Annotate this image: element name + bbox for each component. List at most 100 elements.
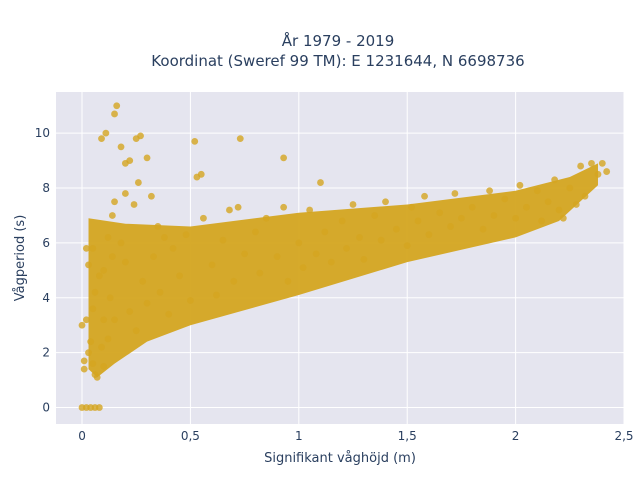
data-point: [111, 110, 118, 118]
data-point: [150, 253, 157, 261]
data-point: [89, 305, 97, 313]
data-point: [111, 316, 118, 324]
data-point: [566, 184, 574, 192]
data-point: [137, 132, 144, 140]
data-point: [392, 225, 400, 233]
data-point: [191, 137, 199, 145]
data-point: [598, 159, 606, 167]
data-point: [165, 310, 173, 318]
data-point: [89, 244, 97, 252]
data-point: [458, 214, 465, 222]
data-point: [343, 244, 350, 252]
data-point: [425, 231, 433, 239]
data-point: [106, 294, 114, 302]
data-point: [160, 234, 168, 241]
data-point: [134, 179, 142, 186]
point-cloud-density: [88, 163, 598, 378]
data-point: [121, 190, 129, 197]
data-point: [154, 223, 162, 230]
data-point: [78, 321, 86, 329]
y-tick-label: 10: [35, 126, 50, 140]
data-point: [360, 255, 368, 263]
x-tick-label: 1,5: [398, 429, 417, 443]
data-point: [486, 187, 493, 195]
data-point: [594, 170, 602, 178]
y-tick-label: 8: [42, 181, 50, 195]
data-point: [98, 343, 105, 351]
data-point: [117, 239, 125, 247]
data-point: [555, 206, 563, 214]
data-point: [577, 162, 585, 170]
data-point: [230, 277, 238, 285]
x-axis-title: Signifikant våghöjd (m): [264, 451, 416, 466]
y-tick-label: 0: [42, 401, 50, 415]
data-point: [317, 179, 324, 186]
x-tick-label: 0: [78, 429, 86, 443]
y-axis-title: Vågperiod (s): [13, 215, 28, 302]
data-point: [559, 214, 567, 222]
data-point: [403, 242, 411, 250]
data-point: [139, 277, 147, 285]
data-point: [208, 261, 216, 269]
x-axis-ticks: 0 0,5 1 1,5 2 2,5: [78, 429, 633, 443]
data-point: [451, 190, 459, 197]
x-tick-label: 2: [512, 429, 520, 443]
data-point: [104, 335, 112, 343]
data-point: [147, 192, 155, 200]
data-point: [113, 102, 121, 110]
data-point: [85, 261, 92, 269]
data-point: [95, 404, 103, 411]
data-point: [126, 157, 134, 164]
data-point: [226, 206, 233, 214]
data-point: [371, 212, 379, 219]
data-point: [581, 192, 589, 200]
data-point: [91, 288, 99, 296]
data-point: [169, 244, 177, 252]
data-point: [501, 195, 509, 203]
data-point: [93, 373, 101, 381]
data-point: [356, 234, 363, 241]
data-point: [327, 258, 335, 266]
data-point: [572, 201, 580, 208]
data-point: [98, 135, 105, 143]
data-point: [306, 206, 314, 214]
data-point: [533, 187, 541, 195]
data-point: [284, 277, 292, 285]
x-tick-label: 2,5: [614, 429, 633, 443]
data-point: [241, 250, 249, 258]
data-point: [100, 362, 108, 370]
data-point: [479, 225, 487, 233]
data-point: [299, 264, 307, 272]
data-point: [544, 198, 552, 206]
data-point: [603, 168, 611, 175]
data-point: [89, 360, 97, 368]
x-tick-label: 0,5: [181, 429, 200, 443]
data-point: [338, 217, 346, 225]
data-point: [377, 236, 385, 244]
data-point: [516, 181, 524, 189]
data-point: [143, 299, 151, 307]
data-point: [121, 258, 129, 266]
data-point: [156, 288, 164, 296]
data-point: [200, 214, 207, 222]
x-tick-label: 1: [295, 429, 303, 443]
data-point: [102, 129, 110, 137]
data-point: [100, 316, 108, 324]
data-point: [143, 154, 151, 162]
data-point: [295, 239, 303, 247]
y-axis-ticks: 0 2 4 6 8 10: [35, 126, 50, 414]
data-point: [176, 272, 183, 280]
data-point: [80, 365, 88, 373]
data-point: [490, 212, 498, 219]
data-point: [280, 203, 288, 211]
data-point: [111, 198, 118, 206]
data-point: [126, 308, 134, 315]
data-point: [104, 234, 112, 241]
y-tick-label: 6: [42, 236, 50, 250]
data-point: [468, 203, 476, 211]
data-point: [182, 231, 190, 239]
data-point: [414, 217, 422, 225]
data-point: [219, 236, 227, 244]
